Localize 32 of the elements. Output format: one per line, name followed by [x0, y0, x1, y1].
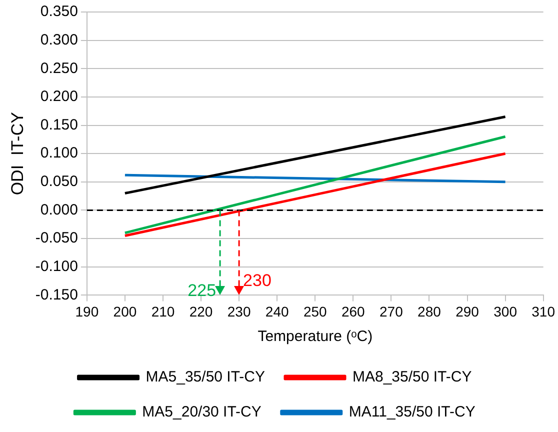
x-tick-label: 290: [456, 303, 480, 320]
x-tick-label: 270: [380, 303, 404, 320]
y-tick-label: 0.250: [40, 60, 78, 77]
x-tick-label: 220: [189, 303, 213, 320]
y-tick-label: 0.050: [40, 173, 78, 190]
x-tick-label: 300: [494, 303, 518, 320]
x-tick-label: 310: [532, 303, 556, 320]
x-tick-label: 230: [227, 303, 251, 320]
ref-line-label: 230: [243, 270, 272, 290]
y-tick-label: -0.150: [35, 286, 78, 304]
x-tick-label: 240: [265, 303, 289, 320]
y-tick-label: -0.050: [35, 230, 78, 247]
ref-line-label: 225: [188, 280, 216, 300]
y-tick-label: -0.100: [35, 258, 78, 276]
x-tick-label: 280: [418, 303, 442, 320]
y-tick-label: 0.000: [40, 201, 78, 218]
x-tick-label: 190: [75, 303, 99, 320]
legend-label: MA5_35/50 IT-CY: [146, 368, 266, 386]
x-tick-label: 260: [341, 303, 366, 320]
y-axis-title: ODI IT-CY: [8, 112, 27, 196]
y-tick-label: 0.350: [40, 3, 78, 20]
y-tick-label: 0.100: [40, 144, 78, 162]
x-tick-label: 250: [303, 303, 328, 320]
y-tick-label: 0.200: [40, 88, 78, 106]
x-tick-label: 200: [113, 303, 137, 320]
legend-label: MA11_35/50 IT-CY: [348, 404, 476, 421]
legend-label: MA5_20/30 IT-CY: [142, 404, 262, 421]
y-tick-label: 0.150: [40, 116, 78, 134]
legend-label: MA8_35/50 IT-CY: [352, 368, 472, 386]
y-tick-label: 0.300: [40, 31, 78, 48]
x-axis-title: Temperature (ᵒC): [258, 328, 373, 346]
x-tick-label: 210: [151, 303, 175, 320]
